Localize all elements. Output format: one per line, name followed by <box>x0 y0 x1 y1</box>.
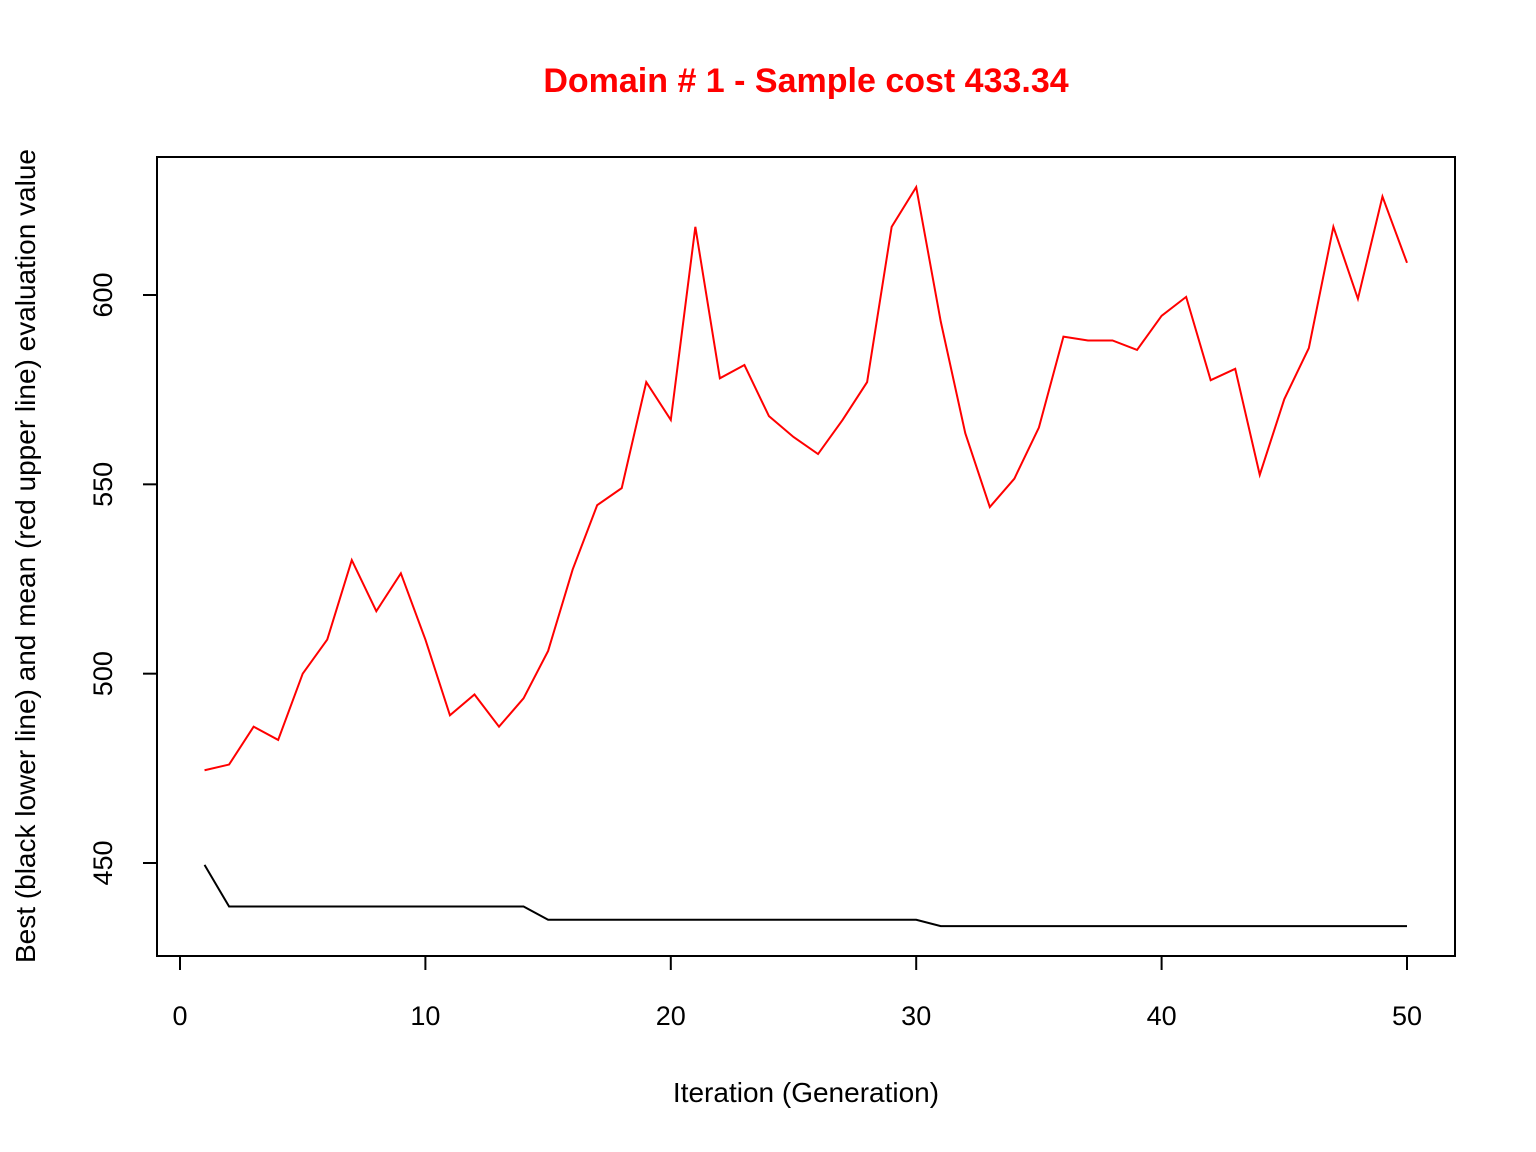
y-tick-label: 500 <box>88 651 118 696</box>
x-tick-label: 50 <box>1392 1001 1422 1031</box>
x-tick-label: 30 <box>901 1001 931 1031</box>
y-tick-label: 600 <box>88 272 118 317</box>
plot-frame <box>156 156 1456 957</box>
x-tick-label: 40 <box>1147 1001 1177 1031</box>
x-tick-label: 0 <box>172 1001 187 1031</box>
series-line-1 <box>204 184 1408 772</box>
x-axis: 0 10 20 30 40 50 <box>172 955 1422 1031</box>
y-tick-label: 550 <box>88 462 118 507</box>
x-tick-label: 10 <box>410 1001 440 1031</box>
y-tick-label: 450 <box>88 840 118 885</box>
x-axis-label: Iteration (Generation) <box>673 1077 939 1108</box>
chart-title: Domain # 1 - Sample cost 433.34 <box>543 62 1068 100</box>
x-tick-label: 20 <box>656 1001 686 1031</box>
series-line-2 <box>203 864 1407 928</box>
y-axis-label: Best (black lower line) and mean (red up… <box>10 149 41 963</box>
series-layer <box>203 184 1408 928</box>
y-axis: 450 500 550 600 <box>88 272 158 886</box>
